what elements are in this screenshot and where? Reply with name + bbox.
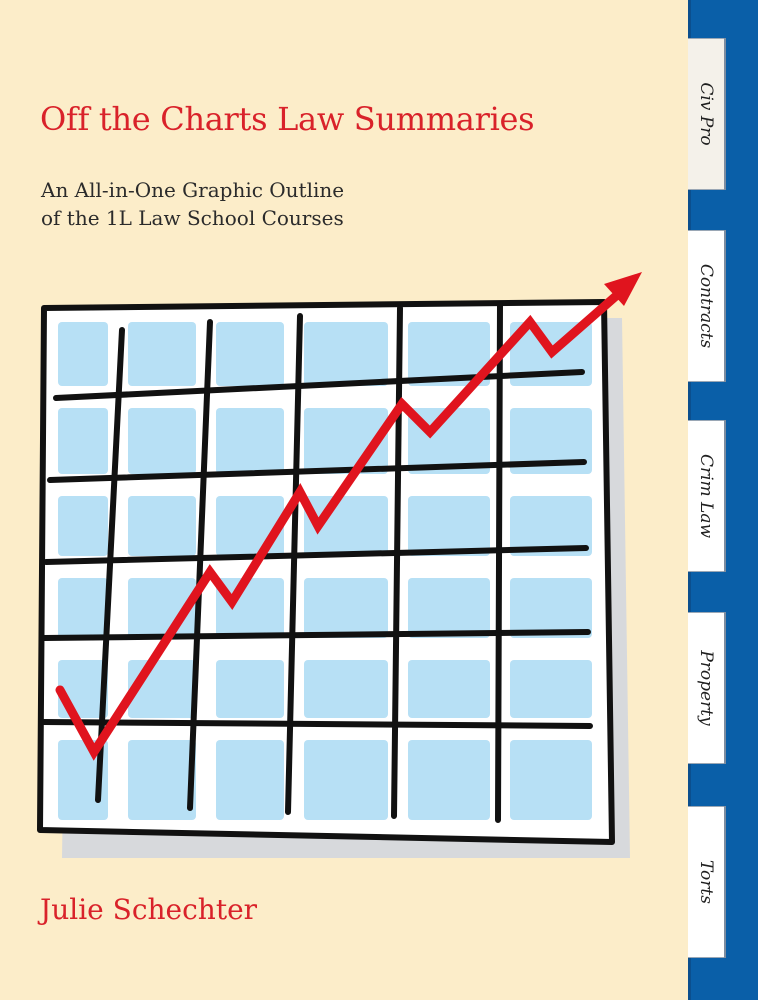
tab-contracts[interactable]: Contracts [688, 230, 724, 382]
grid-line-vertical [187, 319, 213, 811]
grid-cell [408, 578, 490, 638]
grid-cell [128, 322, 196, 386]
trend-arrow-line [55, 291, 621, 761]
grid-line-horizontal [53, 369, 585, 401]
grid-cell [216, 740, 284, 820]
grid-cell [128, 740, 196, 820]
book-subtitle: An All-in-One Graphic Outline of the 1L … [41, 176, 641, 232]
subtitle-line-2: of the 1L Law School Courses [41, 206, 344, 230]
tab-label-contracts: Contracts [696, 263, 716, 349]
chart-grid [39, 301, 593, 823]
tab-civ-pro[interactable]: Civ Pro [688, 38, 724, 190]
grid-line-vertical [285, 313, 303, 815]
grid-line-vertical [495, 301, 503, 823]
grid-cell [510, 408, 592, 474]
grid-cell [58, 322, 108, 386]
grid-cell [408, 322, 490, 386]
grid-cell [408, 740, 490, 820]
book-author: Julie Schechter [40, 893, 258, 926]
grid-cell [216, 408, 284, 474]
grid-cell [58, 408, 108, 474]
tab-crim-law[interactable]: Crim Law [688, 420, 724, 572]
book-title: Off the Charts Law Summaries [40, 100, 535, 138]
tab-label-civ-pro: Civ Pro [696, 82, 716, 146]
grid-cell [216, 322, 284, 386]
grid-cell [128, 408, 196, 474]
grid-line-vertical [95, 327, 125, 803]
tab-label-property: Property [696, 650, 716, 726]
trend-arrow-head [604, 272, 642, 306]
grid-line-horizontal [47, 459, 587, 483]
grid-cell [510, 660, 592, 718]
grid-cell [128, 496, 196, 556]
subtitle-line-1: An All-in-One Graphic Outline [41, 178, 345, 202]
grid-line-horizontal [43, 545, 589, 565]
grid-cell [408, 660, 490, 718]
tab-torts[interactable]: Torts [688, 806, 724, 958]
tab-label-torts: Torts [696, 860, 716, 904]
grid-line-horizontal [39, 719, 593, 729]
grid-cell [304, 322, 388, 386]
grid-cell [304, 578, 388, 638]
grid-cell [304, 740, 388, 820]
grid-cell [216, 660, 284, 718]
tab-property[interactable]: Property [688, 612, 724, 764]
tab-label-crim-law: Crim Law [696, 453, 716, 539]
grid-cell [304, 660, 388, 718]
grid-cell [510, 578, 592, 638]
grid-line-vertical [391, 305, 403, 819]
grid-cell [510, 740, 592, 820]
grid-cell [58, 578, 108, 638]
grid-cell [408, 496, 490, 556]
grid-cell [510, 496, 592, 556]
grid-cell [58, 496, 108, 556]
